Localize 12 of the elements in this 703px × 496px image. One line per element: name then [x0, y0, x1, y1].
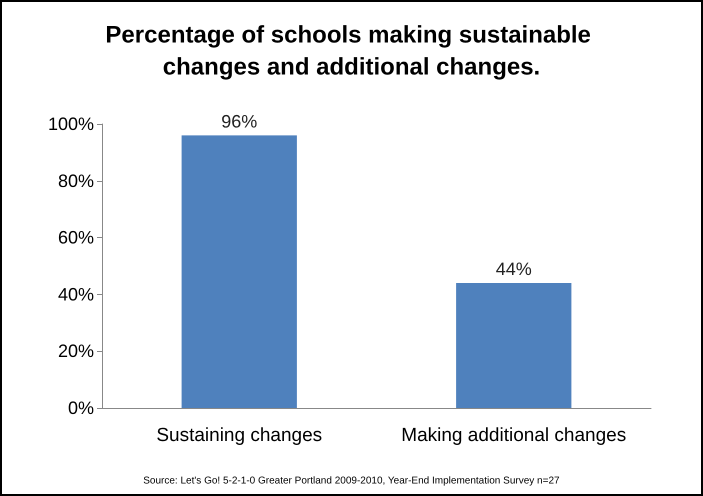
y-tick-label: 0% [68, 398, 94, 418]
x-tick-label: Making additional changes [401, 425, 626, 446]
data-label: 44% [496, 259, 532, 280]
y-tick-label: 40% [58, 284, 94, 304]
source-note: Source: Let's Go! 5-2-1-0 Greater Portland 2009-2010, Year-End Implementation Survey n=27 [143, 476, 560, 486]
y-tick-label: 80% [58, 170, 94, 191]
y-tick-label: 60% [58, 228, 94, 248]
x-tick-label: Sustaining changes [156, 425, 322, 446]
chart-title: Percentage of schools making sustainable changes and additional changes. [105, 22, 598, 80]
data-label: 96% [221, 111, 258, 132]
y-tick-label: 100% [48, 114, 94, 134]
y-tick-label: 20% [58, 341, 94, 362]
